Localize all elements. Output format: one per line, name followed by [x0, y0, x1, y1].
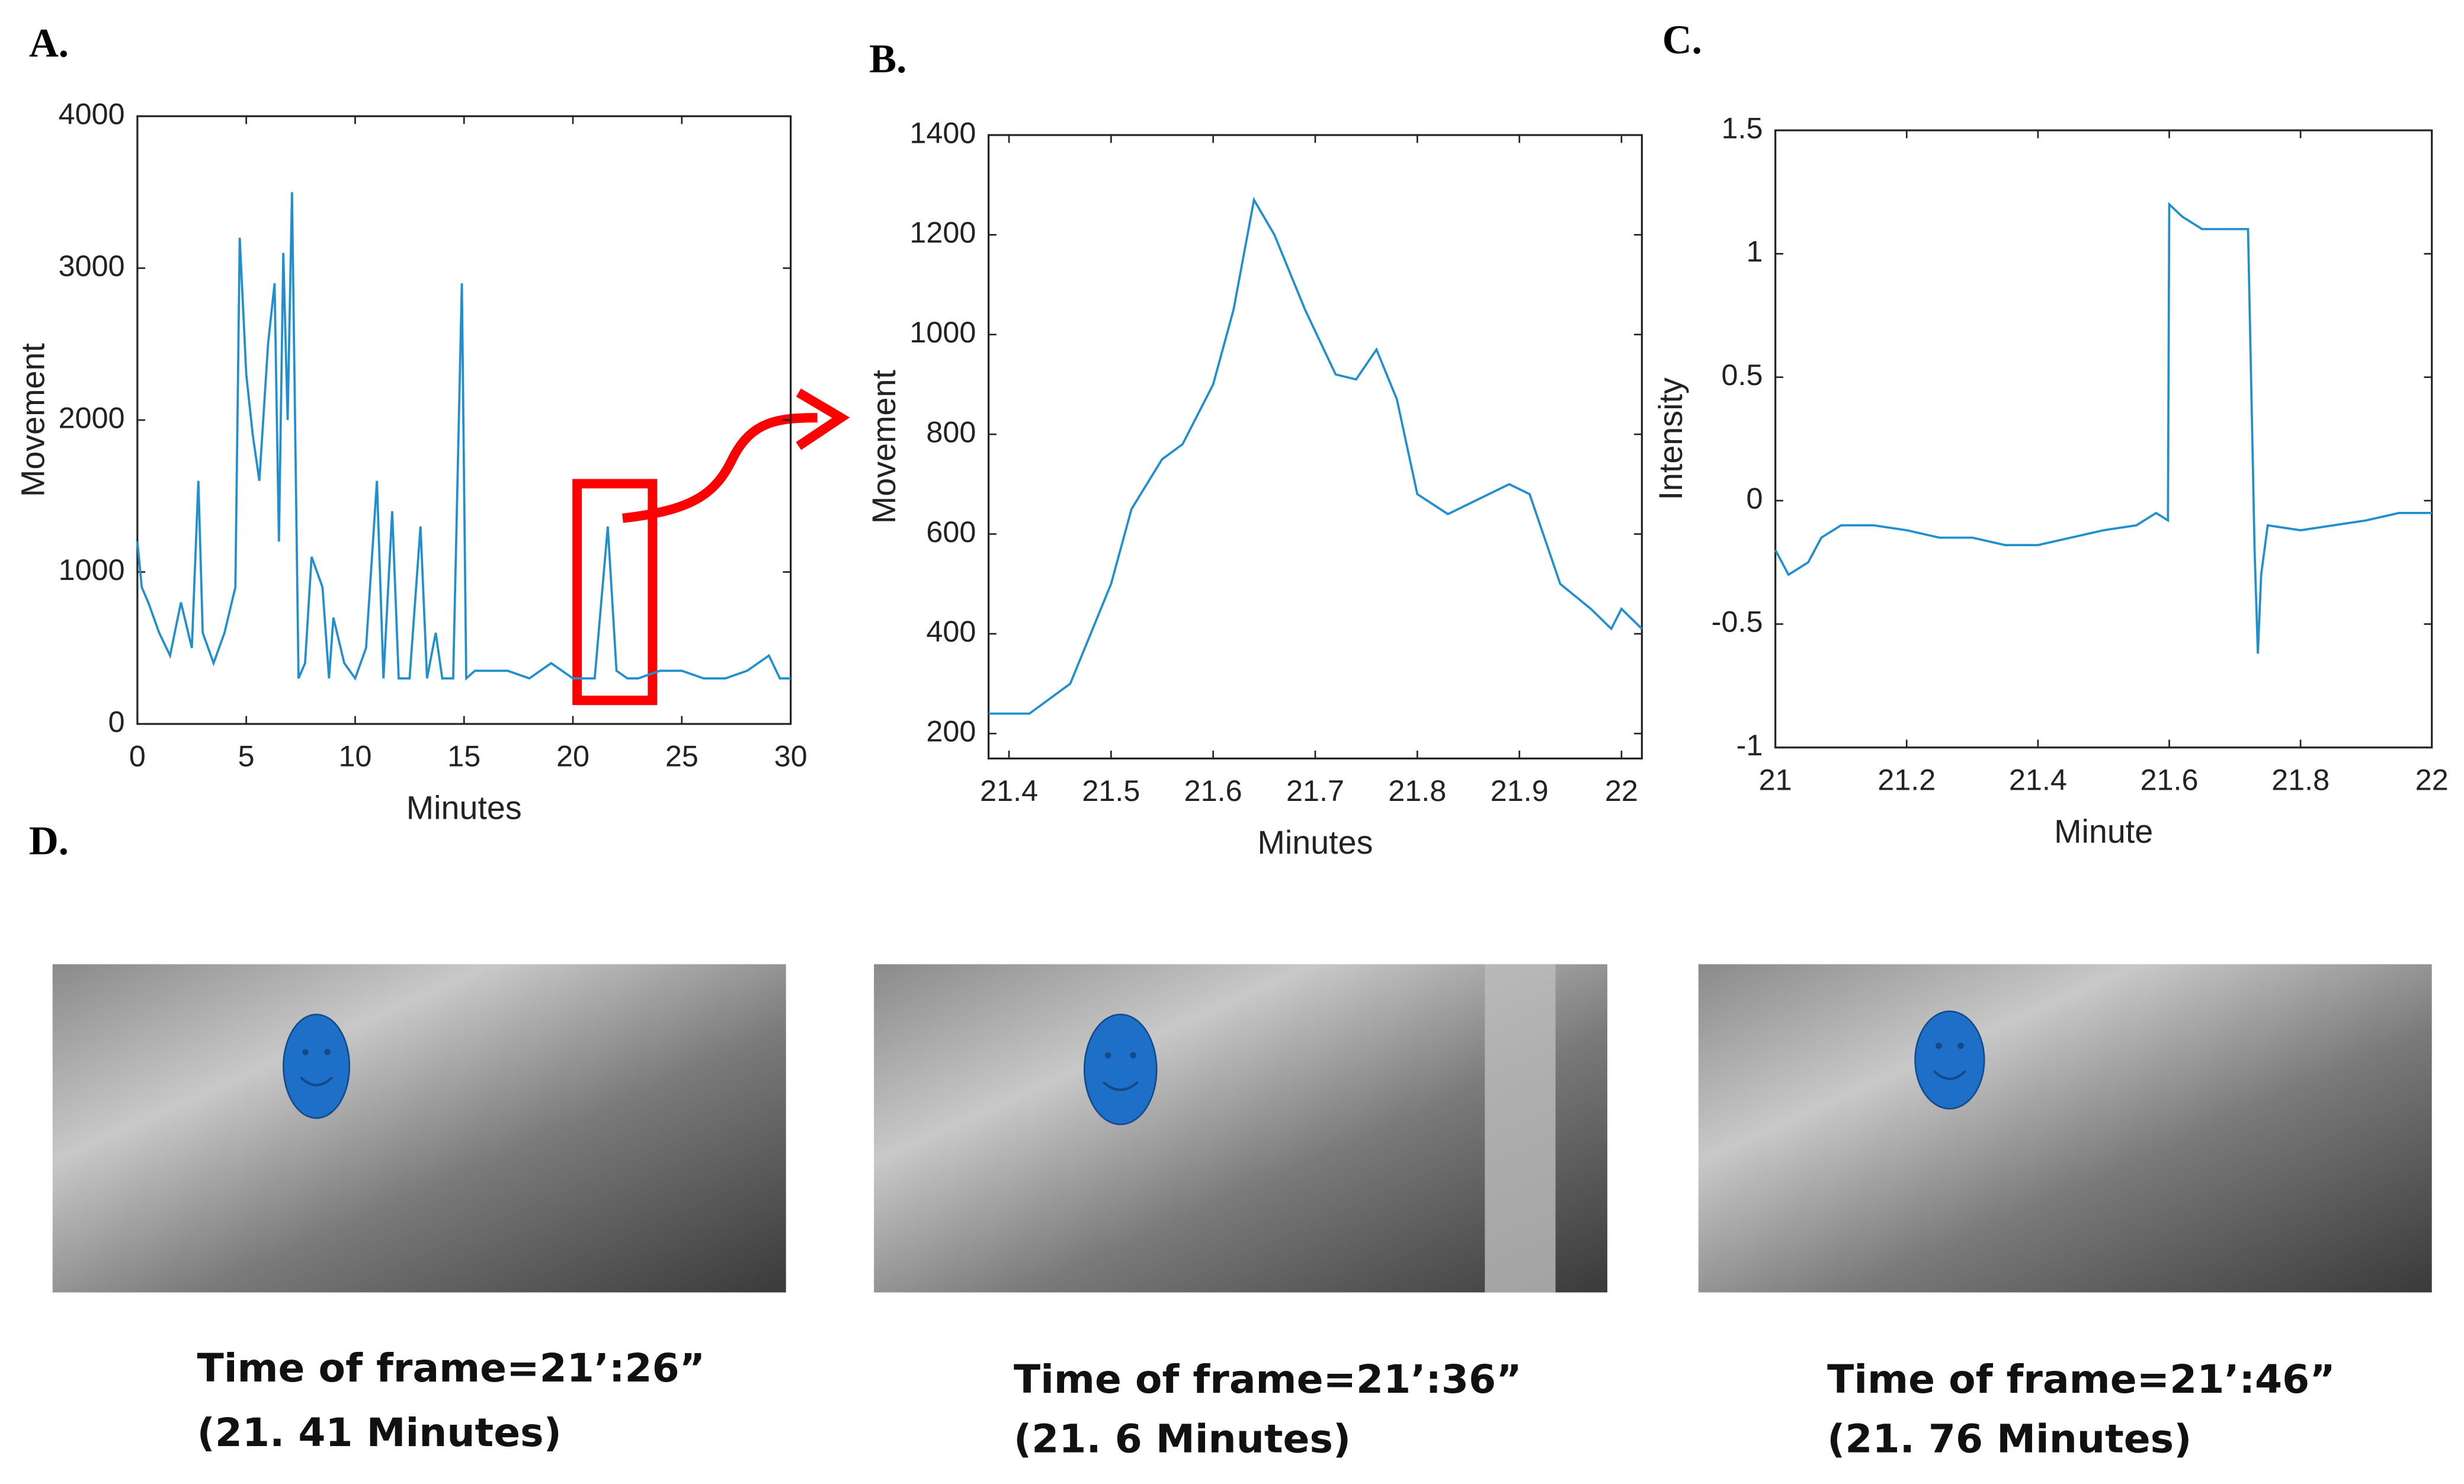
y-tick-label: 400	[926, 614, 976, 648]
frame-caption: Time of frame=21’:26”	[197, 1345, 706, 1391]
frame	[1698, 964, 2432, 1293]
y-tick-label: -1	[1736, 728, 1763, 762]
x-tick-label: 15	[447, 739, 480, 773]
y-tick-label: 3000	[59, 249, 125, 283]
y-tick-label: 800	[926, 415, 976, 448]
y-tick-label: 0	[1746, 481, 1763, 515]
x-tick-label: 21.2	[1877, 762, 1936, 796]
x-tick-label: 25	[665, 739, 698, 773]
y-tick-label: 1	[1746, 235, 1763, 268]
y-axis-label: Intensity	[1652, 377, 1689, 500]
frame-caption: (21. 41 Minutes)	[197, 1409, 562, 1456]
panel-label: C.	[1662, 17, 1702, 62]
y-tick-label: 1000	[909, 315, 976, 349]
frame-caption: Time of frame=21’:36”	[1014, 1356, 1522, 1402]
x-axis-label: Minute	[2054, 813, 2153, 850]
frame-caption: (21. 76 Minutes)	[1827, 1415, 2191, 1461]
x-tick-label: 21.8	[2271, 762, 2330, 796]
y-tick-label: 0.5	[1721, 358, 1763, 392]
data-line	[1774, 201, 2432, 654]
y-axis-label: Movement	[14, 343, 51, 497]
data-line	[988, 197, 1643, 715]
frame-caption: (21. 6 Minutes)	[1014, 1415, 1351, 1461]
x-tick-label: 21.6	[2140, 762, 2198, 796]
panel-label: D.	[29, 818, 69, 863]
x-tick-label: 5	[238, 739, 255, 773]
x-tick-label: 21.4	[2009, 762, 2067, 796]
y-tick-label: 0	[108, 704, 125, 738]
x-tick-label: 21.7	[1286, 774, 1344, 807]
arrow	[622, 413, 818, 523]
y-tick-label: 2000	[59, 400, 125, 434]
highlight-box	[572, 479, 658, 706]
y-tick-label: 4000	[59, 97, 125, 130]
y-tick-label: 1200	[909, 216, 976, 249]
y-tick-label: 1000	[59, 553, 125, 586]
x-tick-label: 21	[1759, 762, 1792, 796]
plot-frame	[988, 134, 1643, 759]
x-tick-label: 21.4	[980, 774, 1038, 807]
y-tick-label: 600	[926, 515, 976, 549]
frame-caption: Time of frame=21’:46”	[1827, 1356, 2335, 1402]
frame	[52, 964, 786, 1293]
x-tick-label: 22	[2415, 762, 2449, 796]
panel-label: B.	[869, 36, 906, 81]
y-tick-label: -0.5	[1712, 605, 1763, 639]
y-tick-label: 1400	[909, 116, 976, 149]
x-tick-label: 21.6	[1184, 774, 1242, 807]
x-tick-label: 22	[1605, 774, 1638, 807]
y-tick-label: 1.5	[1721, 111, 1763, 145]
x-tick-label: 30	[774, 739, 808, 773]
panel-label: A.	[29, 20, 69, 65]
x-axis-label: Minutes	[1258, 824, 1373, 861]
x-axis-label: Minutes	[406, 790, 522, 826]
x-tick-label: 0	[129, 739, 146, 773]
x-tick-label: 10	[338, 739, 371, 773]
y-tick-label: 200	[926, 714, 976, 748]
x-tick-label: 21.5	[1082, 774, 1140, 807]
x-tick-label: 21.9	[1491, 774, 1549, 807]
frame	[874, 964, 1608, 1293]
data-line	[136, 192, 791, 681]
plot-frame	[1774, 129, 2433, 749]
arrow-head	[796, 388, 850, 450]
x-tick-label: 21.8	[1388, 774, 1446, 807]
y-axis-label: Movement	[866, 370, 902, 524]
x-tick-label: 20	[556, 739, 589, 773]
